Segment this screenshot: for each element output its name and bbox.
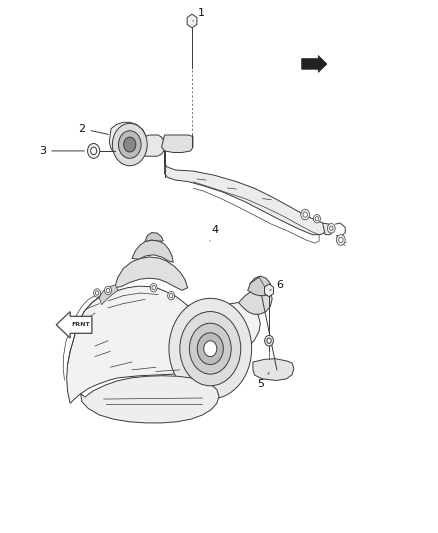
Circle shape: [189, 323, 231, 374]
Text: 6: 6: [270, 280, 283, 290]
Polygon shape: [145, 232, 163, 241]
Circle shape: [106, 288, 110, 293]
Polygon shape: [248, 276, 272, 296]
Circle shape: [95, 291, 99, 295]
Circle shape: [170, 294, 173, 298]
Circle shape: [204, 341, 217, 357]
Polygon shape: [81, 376, 219, 423]
Polygon shape: [99, 285, 118, 305]
Polygon shape: [265, 284, 274, 297]
Text: 5: 5: [257, 373, 269, 389]
Polygon shape: [142, 135, 165, 156]
Polygon shape: [253, 359, 294, 381]
Polygon shape: [115, 257, 187, 290]
Polygon shape: [132, 240, 173, 262]
Circle shape: [118, 131, 141, 158]
Circle shape: [124, 137, 136, 152]
Text: 4: 4: [210, 225, 218, 241]
Circle shape: [197, 333, 223, 365]
Circle shape: [113, 123, 147, 166]
Circle shape: [336, 235, 345, 245]
Circle shape: [301, 209, 310, 220]
Polygon shape: [322, 223, 334, 235]
Polygon shape: [302, 55, 327, 72]
Circle shape: [329, 226, 333, 230]
Text: 1: 1: [193, 8, 205, 21]
Circle shape: [265, 335, 273, 346]
Circle shape: [315, 216, 319, 221]
Text: 3: 3: [39, 146, 85, 156]
Circle shape: [168, 292, 175, 300]
Polygon shape: [162, 135, 193, 152]
Circle shape: [94, 289, 101, 297]
Polygon shape: [165, 151, 325, 235]
Circle shape: [91, 147, 97, 155]
Circle shape: [327, 223, 335, 233]
Polygon shape: [110, 122, 146, 159]
Polygon shape: [187, 14, 197, 28]
Circle shape: [88, 143, 100, 158]
Circle shape: [339, 237, 343, 243]
Circle shape: [267, 338, 271, 343]
Polygon shape: [56, 312, 92, 338]
Circle shape: [314, 215, 321, 223]
Polygon shape: [239, 288, 272, 314]
Polygon shape: [67, 286, 260, 403]
Circle shape: [180, 312, 241, 386]
Circle shape: [152, 286, 155, 290]
Circle shape: [105, 286, 112, 295]
Circle shape: [303, 212, 307, 217]
Circle shape: [169, 298, 252, 399]
Circle shape: [150, 284, 157, 292]
Text: FRNT: FRNT: [72, 322, 90, 327]
Text: 2: 2: [78, 124, 108, 134]
